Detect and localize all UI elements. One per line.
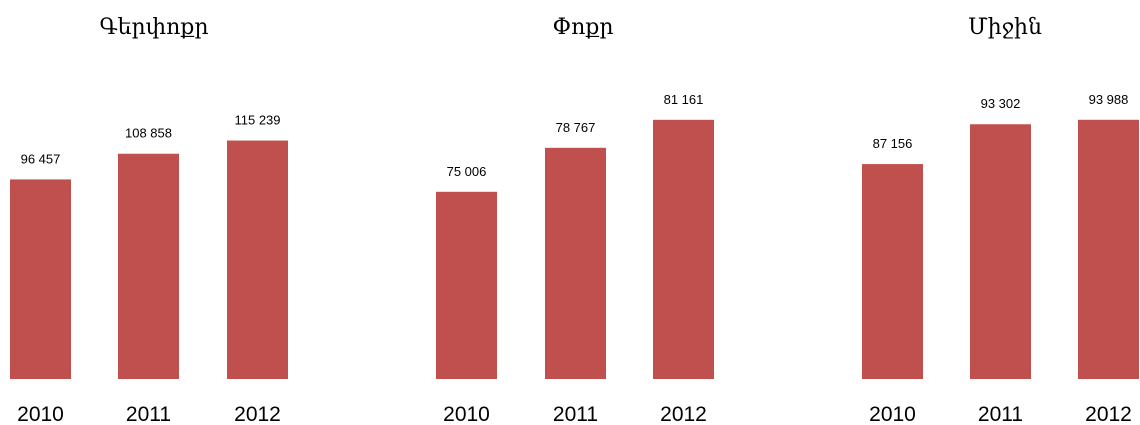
x-tick-label: 2012 xyxy=(1085,403,1132,425)
data-label: 78 767 xyxy=(556,120,596,135)
data-label: 81 161 xyxy=(664,92,704,107)
bar-2010 xyxy=(436,191,497,379)
chart-panel-mijin: Միջին 87 156 2010 93 302 2011 93 988 2012 xyxy=(862,15,1139,425)
bar-2011 xyxy=(118,153,179,379)
bar-2011 xyxy=(545,147,606,379)
data-label: 96 457 xyxy=(21,151,61,166)
x-tick-label: 2011 xyxy=(978,403,1023,425)
data-label: 93 302 xyxy=(981,96,1021,111)
x-tick-label: 2011 xyxy=(553,403,598,425)
data-label: 115 239 xyxy=(234,113,280,128)
bar-2012 xyxy=(653,119,714,379)
x-tick-label: 2010 xyxy=(869,403,916,425)
bar-2010 xyxy=(10,179,71,379)
chart-title: Միջին xyxy=(968,15,1042,40)
data-label: 87 156 xyxy=(873,136,913,151)
x-tick-label: 2011 xyxy=(126,403,171,425)
bar-2010 xyxy=(862,164,923,379)
bar-2011 xyxy=(970,124,1031,379)
chart-panel-gerpoqr: Գերփոքր 96 457 2010 108 858 2011 115 239 2012 xyxy=(10,15,288,425)
x-tick-label: 2010 xyxy=(17,403,64,425)
data-label: 108 858 xyxy=(125,126,172,141)
chart-title: Գերփոքր xyxy=(99,15,208,40)
data-label: 93 988 xyxy=(1089,92,1129,107)
bar-2012 xyxy=(1078,119,1139,380)
x-tick-label: 2010 xyxy=(443,403,490,425)
chart-panel-poqr: Փոքր 75 006 2010 78 767 2011 81 161 2012 xyxy=(436,15,714,425)
bar-2012 xyxy=(227,140,288,379)
data-label: 75 006 xyxy=(447,164,487,179)
x-tick-label: 2012 xyxy=(234,403,281,425)
chart-title: Փոքր xyxy=(552,15,613,40)
x-tick-label: 2012 xyxy=(660,403,707,425)
